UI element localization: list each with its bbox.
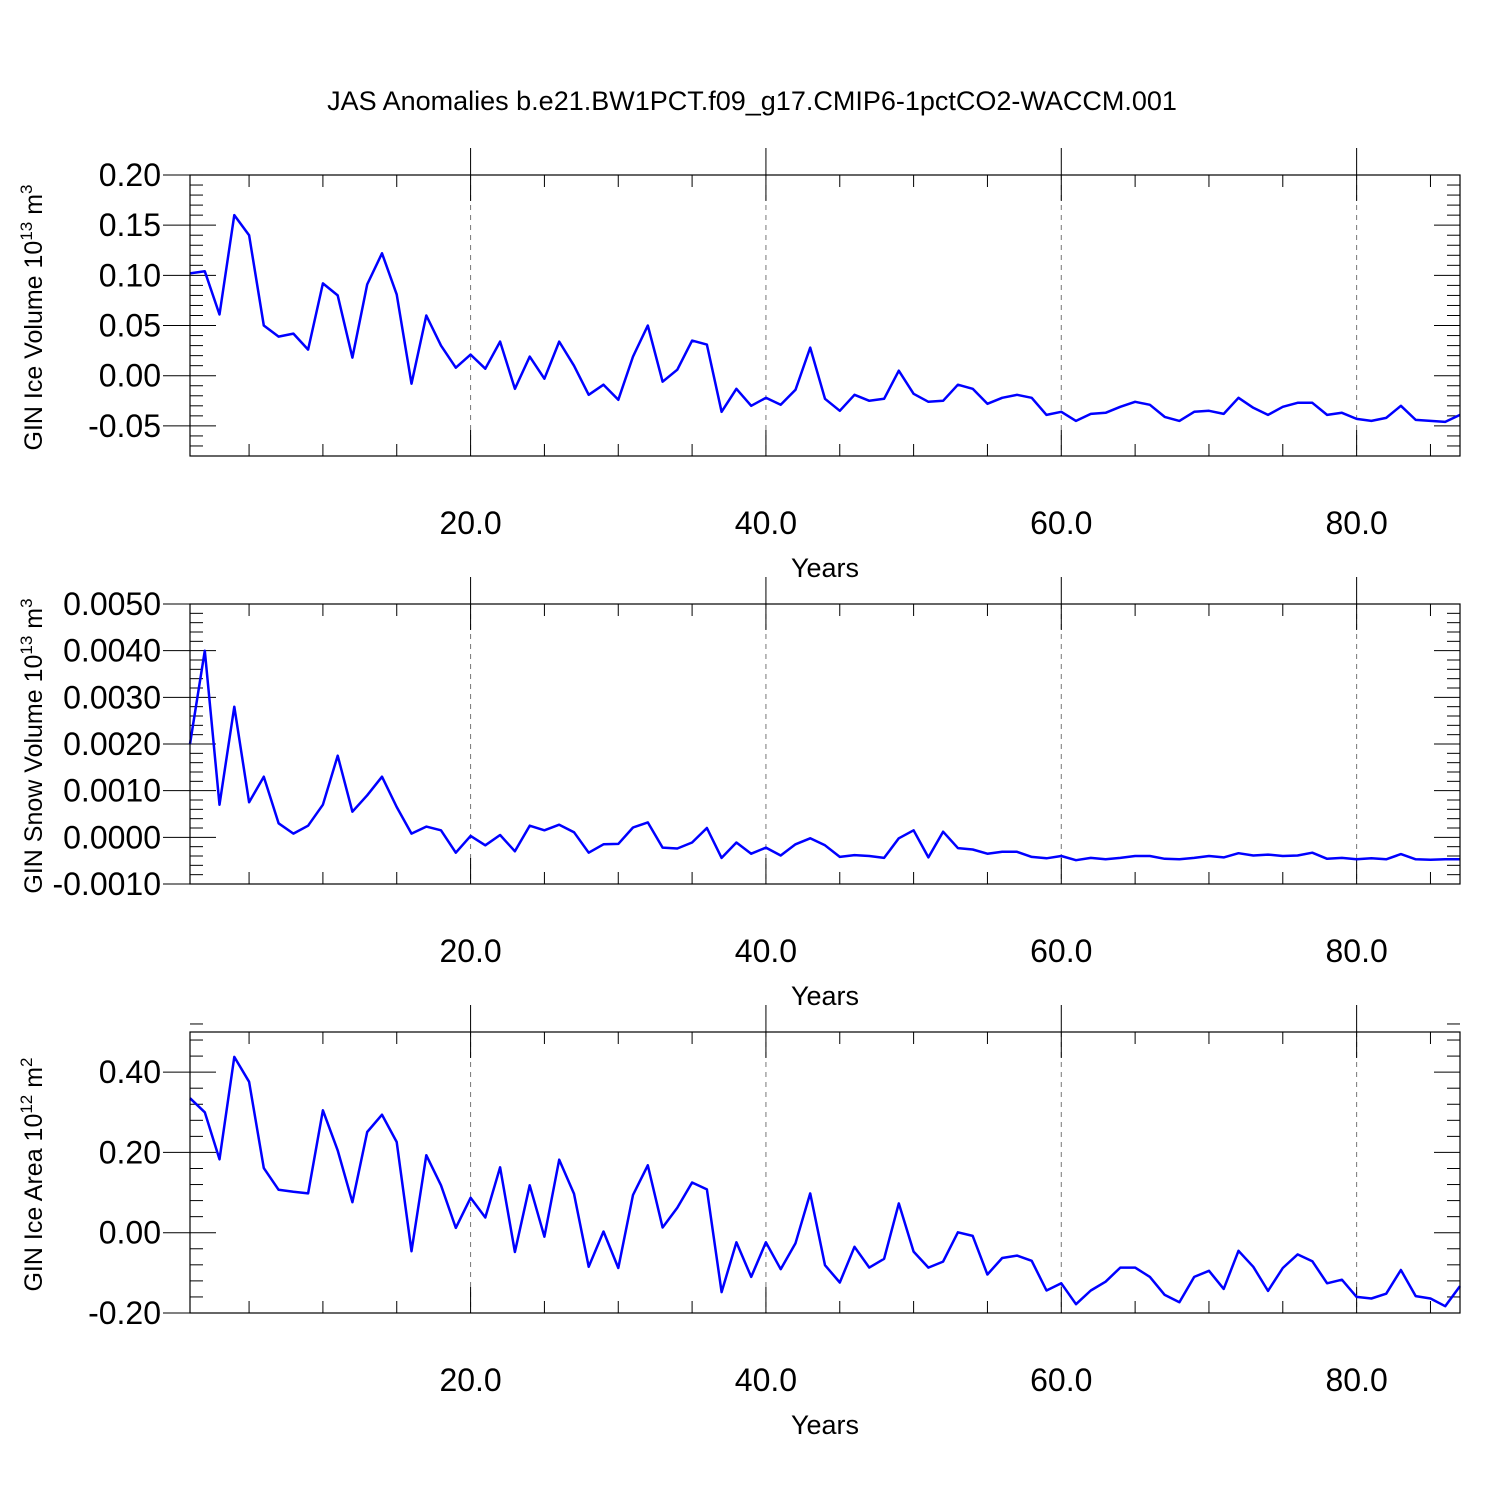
y-tick-label: 0.0030 (63, 679, 161, 715)
x-tick-label: 60.0 (1030, 505, 1092, 541)
x-tick-label: 60.0 (1030, 933, 1092, 969)
y-tick-label: 0.20 (99, 1134, 161, 1170)
y-tick-label: 0.15 (99, 207, 161, 243)
y-tick-label: -0.0010 (52, 866, 161, 902)
plot-frame (189, 603, 1461, 885)
y-tick-label: -0.05 (88, 408, 161, 444)
x-tick-label: 40.0 (735, 1362, 797, 1398)
y-axis-label: GIN Snow Volume 1013 m3 (17, 598, 48, 893)
x-tick-label: 80.0 (1325, 1362, 1387, 1398)
figure-title: JAS Anomalies b.e21.BW1PCT.f09_g17.CMIP6… (327, 86, 1177, 116)
y-tick-label: 0.0010 (63, 773, 161, 809)
x-axis-label: Years (791, 1410, 859, 1440)
data-series-line (189, 1055, 1462, 1308)
y-axis-label: GIN Ice Volume 1013 m3 (17, 185, 48, 451)
data-series-line (188, 649, 1460, 862)
y-tick-label: 0.0020 (63, 726, 161, 762)
y-tick-label: 0.10 (99, 257, 161, 293)
x-tick-label: 80.0 (1325, 505, 1387, 541)
x-tick-label: 20.0 (439, 505, 501, 541)
panel-2: -0.0010 0.0000 0.0010 0.0020 0.0030 0.0040 0.0… (17, 577, 1461, 1011)
x-tick-label: 40.0 (735, 933, 797, 969)
y-tick-label: 0.05 (99, 308, 161, 344)
y-tick-label: 0.0040 (63, 633, 161, 669)
y-axis-label: GIN Ice Area 1012 m2 (17, 1057, 48, 1291)
panel-3: -0.20 0.00 0.20 0.40 20.0 40.0 60.0 80.0 Years GI… (17, 1005, 1462, 1440)
y-tick-label: 0.00 (99, 1215, 161, 1251)
y-tick-label: 0.40 (99, 1054, 161, 1090)
y-tick-label: -0.20 (88, 1295, 161, 1331)
x-tick-label: 20.0 (439, 1362, 501, 1398)
x-tick-label: 20.0 (439, 933, 501, 969)
x-axis-label: Years (791, 981, 859, 1011)
y-tick-label: 0.0050 (63, 586, 161, 622)
plot-frame (189, 174, 1461, 457)
panel-1: -0.05 0.00 0.05 0.10 0.15 0.20 20.0 40.0 60.0 80.… (17, 148, 1461, 583)
x-tick-label: 60.0 (1030, 1362, 1092, 1398)
y-tick-label: 0.0000 (63, 819, 161, 855)
plot-frame (189, 1031, 1461, 1314)
x-axis-label: Years (791, 553, 859, 583)
x-tick-label: 80.0 (1325, 933, 1387, 969)
y-tick-label: 0.20 (99, 157, 161, 193)
x-tick-label: 40.0 (735, 505, 797, 541)
y-tick-label: 0.00 (99, 358, 161, 394)
data-series-line (189, 213, 1461, 424)
